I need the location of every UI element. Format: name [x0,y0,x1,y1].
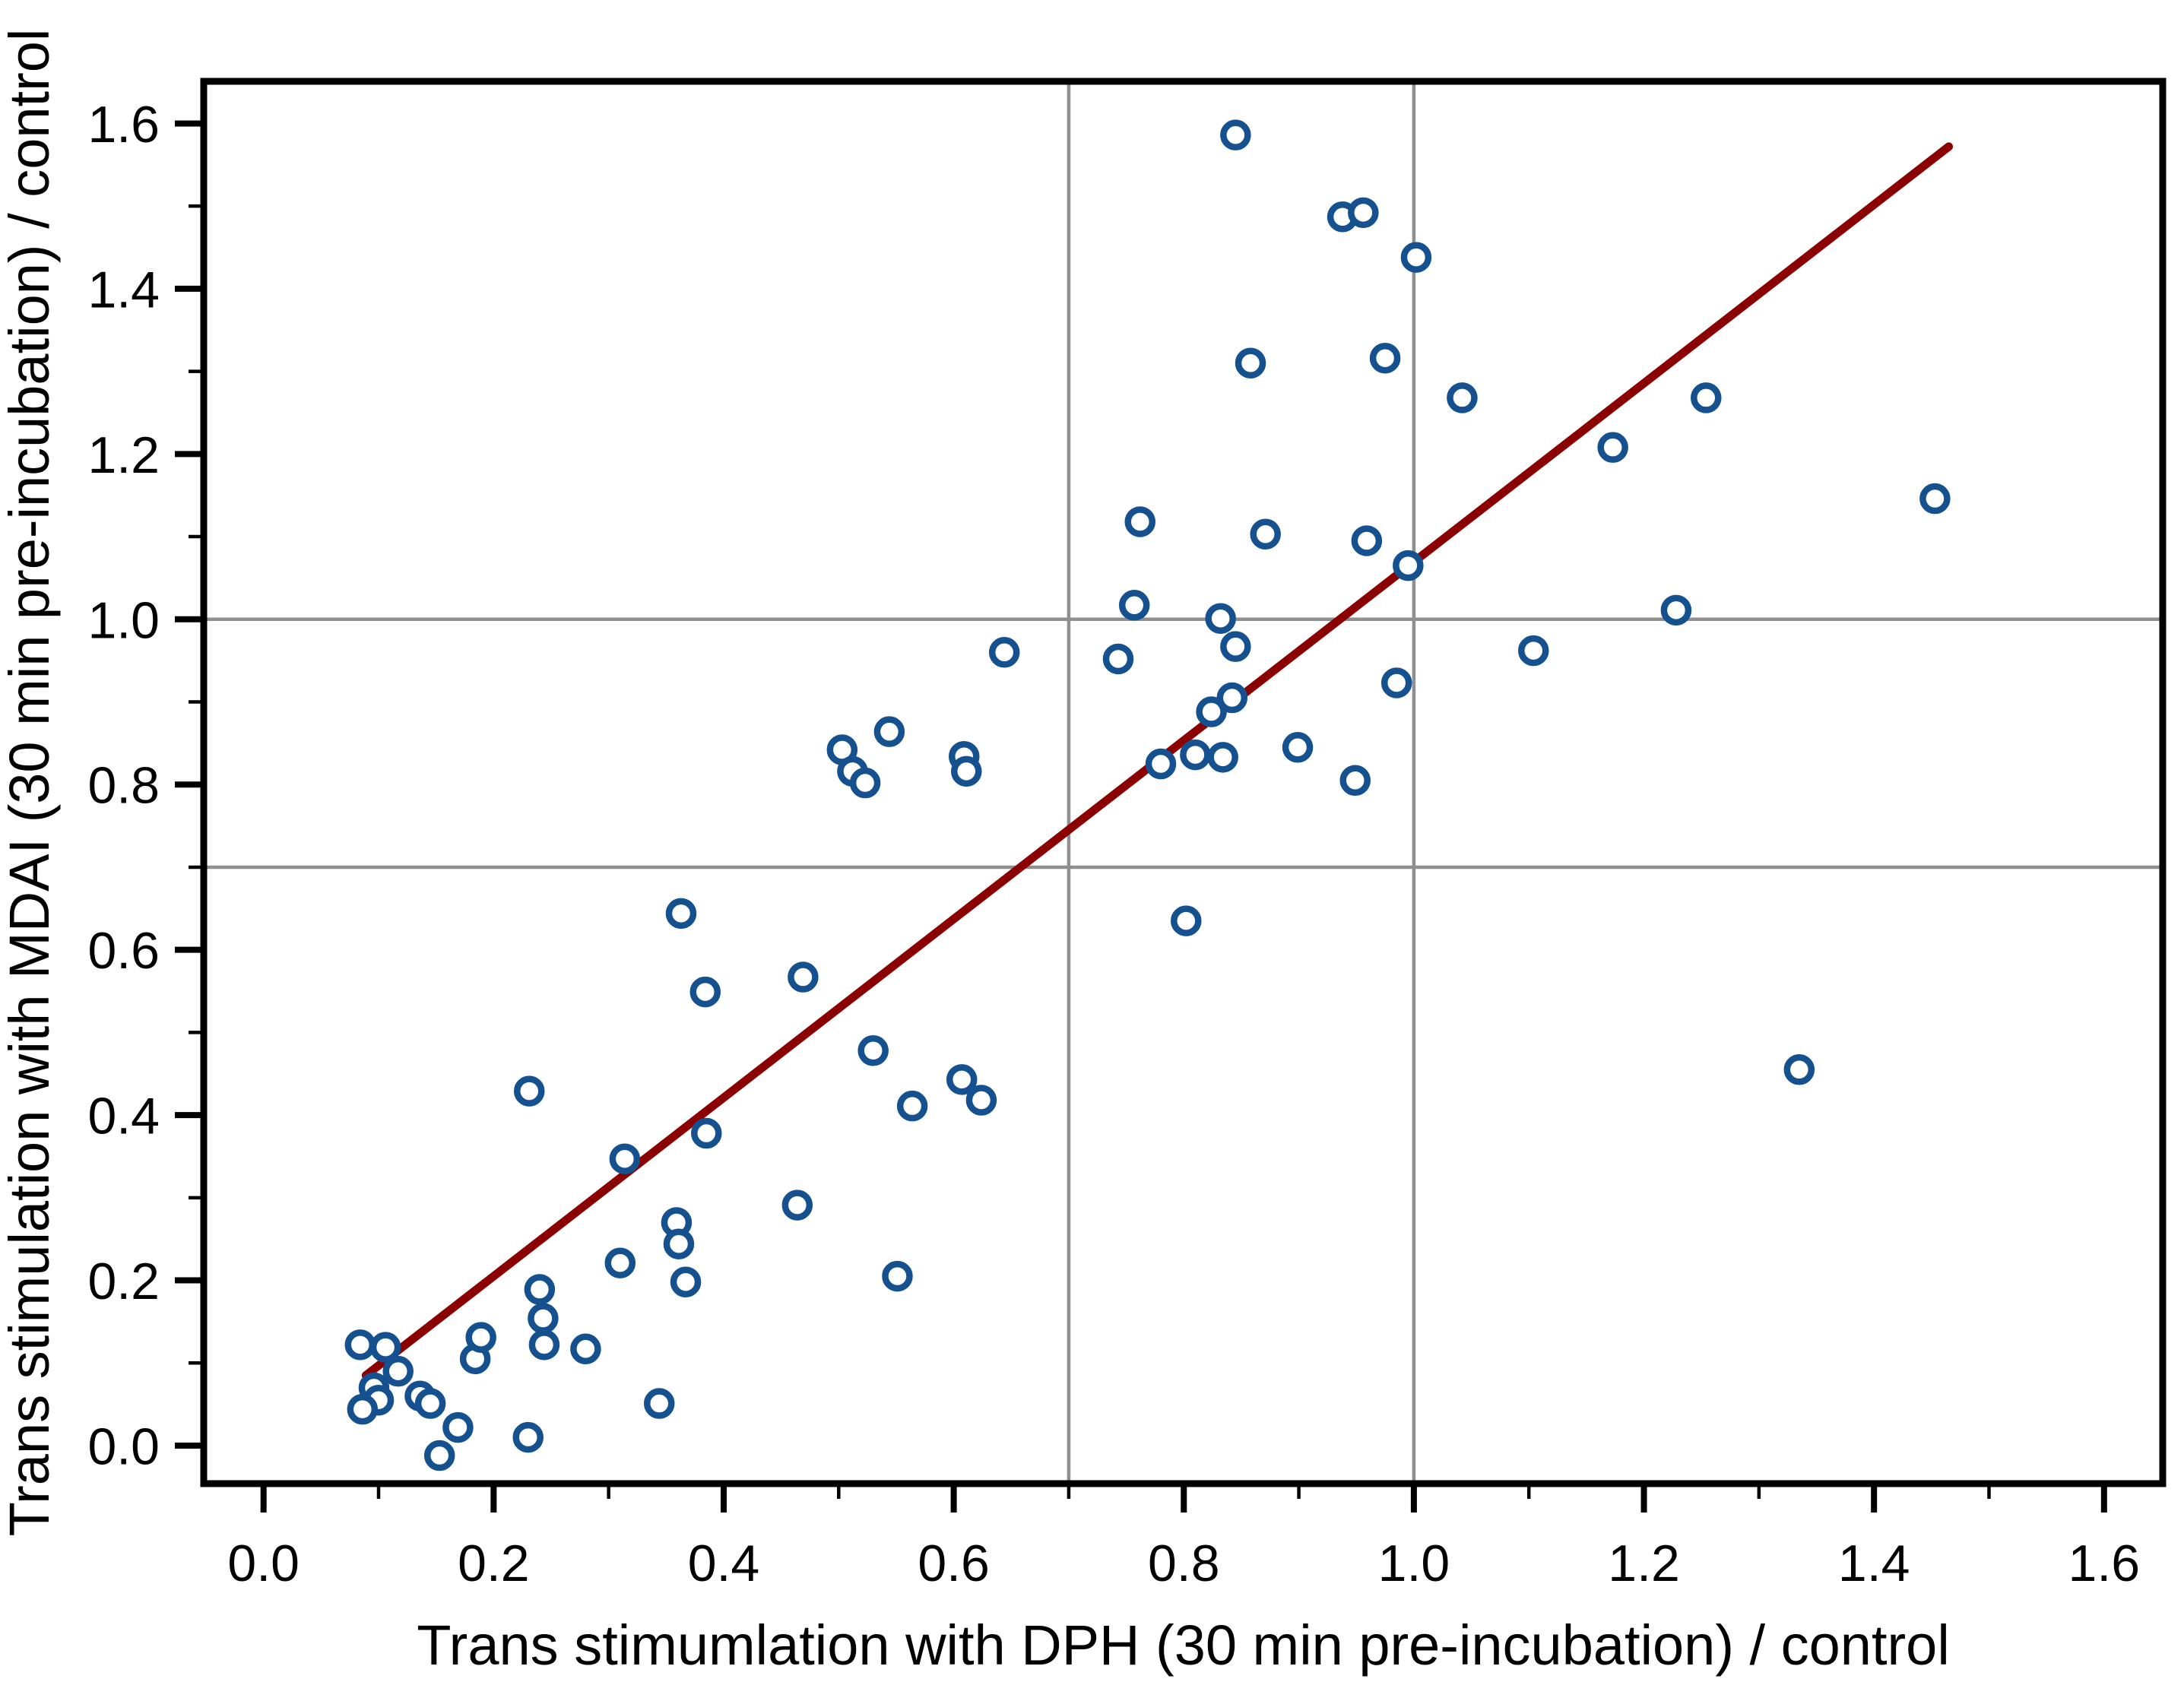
scatter-point [988,637,1020,668]
scatter-point [382,1355,414,1387]
scatter-point [609,1143,641,1174]
x-tick-label: 0.2 [458,1535,530,1592]
scatter-point [442,1411,474,1443]
y-axis-label: Trans stimulation with MDAI (30 min pre-… [0,29,61,1537]
scatter-point [1919,483,1951,515]
scatter-point [369,1332,401,1363]
x-tick-label: 0.6 [918,1535,990,1592]
scatter-point [1660,594,1692,626]
scatter-point [1145,748,1177,780]
scatter-point [946,1064,978,1095]
scatter-point [670,1266,702,1297]
y-tick-label: 0.8 [87,757,160,815]
scatter-point [781,1189,813,1221]
x-tick-label: 1.4 [1838,1535,1910,1592]
scatter-point [691,1117,722,1149]
x-tick-label: 1.6 [2068,1535,2141,1592]
scatter-point [1380,667,1412,698]
scatter-point [524,1274,556,1305]
scatter-point [1348,197,1379,229]
scatter-point [1518,635,1549,667]
scatter-point [857,1035,889,1066]
scatter-point [604,1247,636,1278]
scatter-point [512,1421,544,1453]
scatter-point [513,1075,545,1107]
scatter-point [643,1388,675,1419]
scatter-point [1216,682,1248,714]
scatter-point [896,1090,928,1122]
scatter-point [1196,696,1227,727]
scatter-point [1235,347,1266,379]
y-tick-label: 1.0 [87,591,160,649]
y-tick-label: 1.2 [87,426,160,484]
scatter-point [1369,342,1401,374]
scatter-point [1783,1054,1815,1085]
scatter-point [1597,432,1628,463]
scatter-point [689,976,721,1008]
y-tick-label: 0.4 [87,1088,160,1145]
scatter-point [1205,603,1236,634]
scatter-point [1351,525,1383,556]
scatter-point [1118,590,1150,621]
scatter-point [1220,119,1251,150]
scatter-point [882,1260,913,1292]
scatter-point [1339,765,1371,797]
y-tick-label: 1.6 [87,96,160,154]
scatter-point [1447,382,1478,413]
scatter-point [1124,506,1156,537]
scatter-point [788,961,819,993]
scatter-point [663,1228,695,1259]
scatter-point [1171,905,1202,936]
scatter-point [528,1329,560,1360]
scatter-point [414,1388,446,1419]
scatter-point [1207,742,1238,773]
scatter-point [1691,382,1722,413]
x-tick-label: 1.2 [1608,1535,1680,1592]
y-tick-label: 0.6 [87,922,160,980]
y-tick-label: 1.4 [87,261,160,318]
scatter-point [347,1393,379,1425]
scatter-point [1102,643,1134,675]
scatter-point [665,898,697,930]
scatter-point [1220,631,1251,662]
scatter-point [849,767,881,799]
x-tick-label: 0.0 [227,1535,300,1592]
y-tick-label: 0.2 [87,1253,160,1310]
y-tick-label: 0.0 [87,1418,160,1475]
scatter-point [423,1440,455,1471]
scatter-point [1250,518,1281,550]
x-tick-label: 0.4 [688,1535,760,1592]
scatter-point [965,1085,997,1116]
x-tick-label: 0.8 [1148,1535,1220,1592]
scatter-point [570,1333,601,1365]
scatter-point [1400,242,1432,273]
scatter-point [1180,739,1211,771]
scatter-point [344,1329,376,1360]
x-tick-label: 1.0 [1378,1535,1450,1592]
scatter-point [1282,732,1314,763]
scatter-point [951,755,982,787]
scatter-point [873,716,905,747]
scatter-point [465,1322,496,1353]
scatter-point [1393,550,1424,581]
scatter-point [528,1303,559,1334]
x-axis-label: Trans stimumlation with DPH (30 min pre-… [417,1614,1950,1677]
